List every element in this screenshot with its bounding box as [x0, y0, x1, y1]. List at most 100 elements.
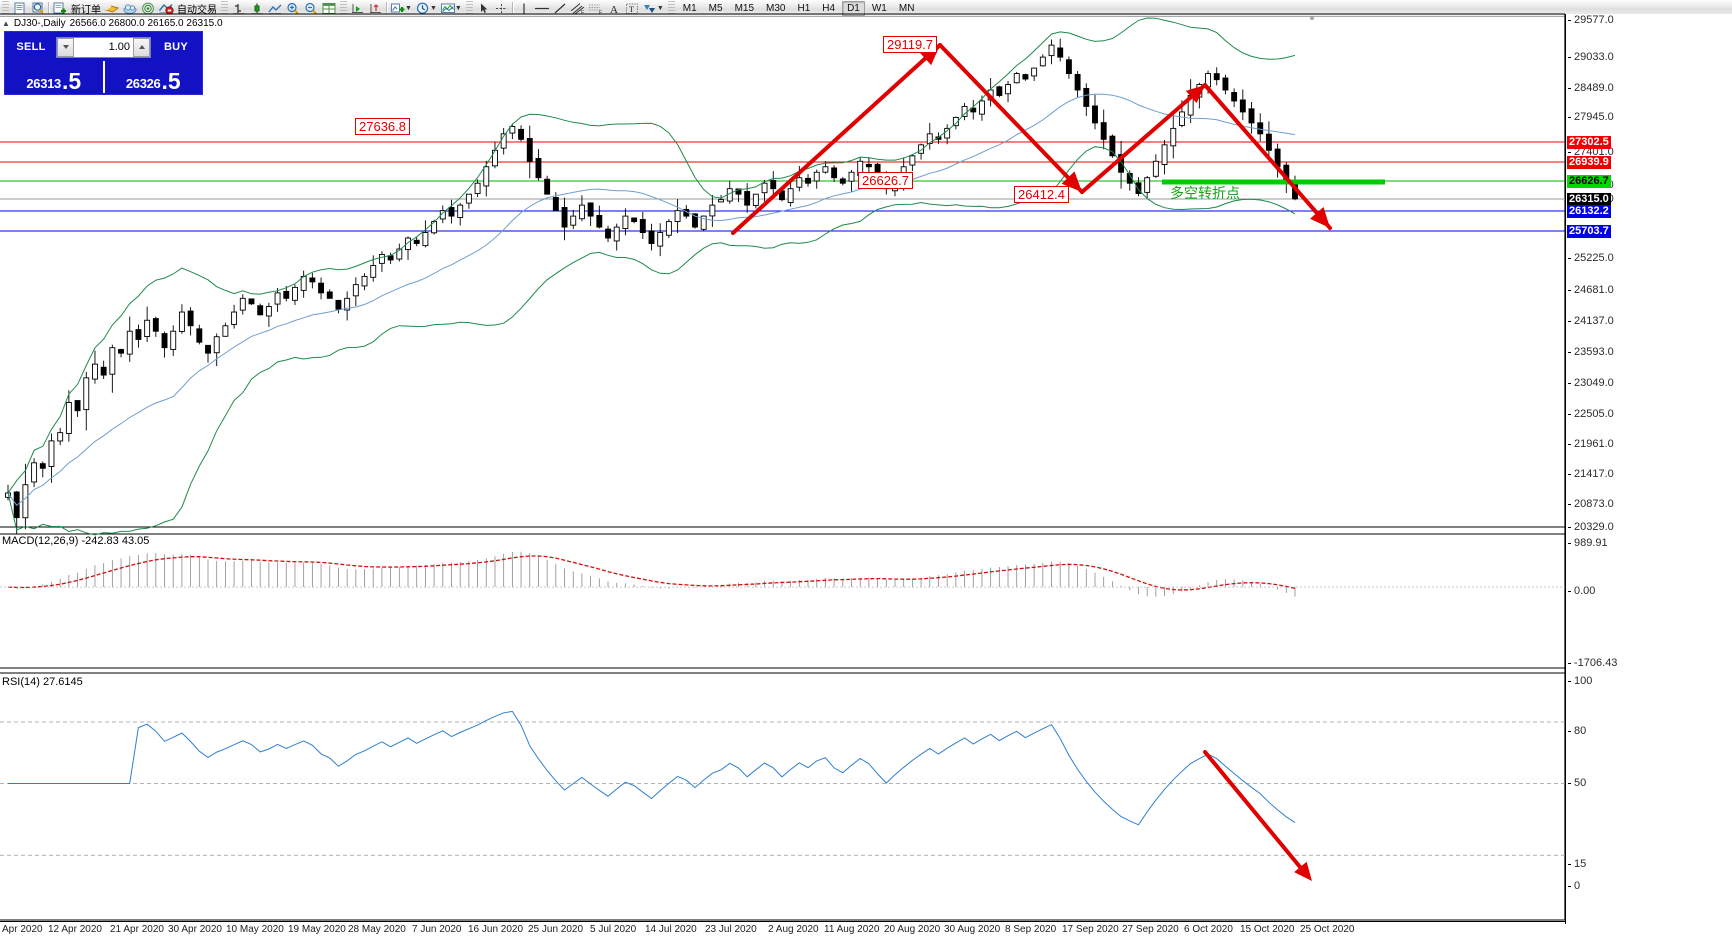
mql5-community-icon[interactable]	[121, 1, 139, 16]
symbol-expand-icon[interactable]: ▲	[2, 18, 10, 28]
annotation-26626-7[interactable]: 26626.7	[858, 172, 913, 189]
toolbar-grip-3[interactable]	[340, 1, 347, 15]
signals-icon[interactable]	[139, 1, 157, 16]
timeframe-m5[interactable]: M5	[708, 2, 723, 14]
fibonacci-icon[interactable]: F	[587, 1, 605, 16]
new-order-icon[interactable]	[51, 1, 69, 16]
toolbar-grip[interactable]	[2, 1, 9, 15]
price-label-26132-2[interactable]: 26132.2	[1567, 205, 1611, 218]
time-axis[interactable]: Apr 2020 12 Apr 2020 21 Apr 2020 30 Apr 202…	[0, 921, 1565, 940]
indicators-dropdown-arrow[interactable]: ▼	[405, 4, 412, 12]
toolbar-separator	[47, 1, 51, 15]
price-tick-23593-0: 23593.0	[1568, 346, 1614, 358]
price-tick-20873-0: 20873.0	[1568, 498, 1614, 510]
time-label-11: 14 Jul 2020	[645, 924, 697, 935]
timeframe-mn[interactable]: MN	[898, 2, 915, 14]
timeframe-m30[interactable]: M30	[766, 2, 786, 14]
text-icon[interactable]: A	[605, 1, 623, 16]
horizontal-line-icon[interactable]	[533, 1, 551, 16]
timeframe-d1[interactable]: D1	[842, 0, 865, 16]
timeframe-w1[interactable]: W1	[871, 2, 887, 14]
trendline-icon[interactable]	[551, 1, 569, 16]
time-label-1: 12 Apr 2020	[48, 924, 102, 935]
line-chart-icon[interactable]	[266, 1, 284, 16]
data-window-icon[interactable]	[320, 1, 338, 16]
buy-price-decimal: .5	[161, 68, 181, 94]
sell-price-decimal: .5	[61, 68, 82, 94]
price-label-26939-9[interactable]: 26939.9	[1567, 156, 1611, 169]
crosshair-icon[interactable]	[493, 1, 511, 16]
rsi-tick-0: 0	[1568, 880, 1580, 892]
auto-trading-icon[interactable]	[157, 1, 175, 16]
toolbar-grip-2[interactable]	[221, 1, 228, 15]
buy-button[interactable]: BUY	[163, 41, 189, 53]
toolbar-grip-5[interactable]	[667, 1, 675, 15]
templates-dropdown-arrow[interactable]: ▼	[454, 4, 462, 12]
chart-shift-icon[interactable]	[367, 1, 385, 16]
auto-trading-label[interactable]: 自动交易	[177, 4, 217, 16]
bar-chart-icon[interactable]	[230, 1, 248, 16]
timeframe-h4[interactable]: H4	[822, 2, 836, 14]
price-tick-29577-0: 29577.0	[1568, 14, 1614, 26]
templates-icon[interactable]	[439, 1, 457, 16]
buy-price-integer: 26326	[125, 76, 161, 91]
sell-button[interactable]: SELL	[16, 41, 46, 53]
buy-price[interactable]: 26326 .5	[105, 59, 203, 93]
time-label-9: 25 Jun 2020	[528, 924, 584, 935]
candlestick-chart-icon[interactable]	[248, 1, 266, 16]
rsi-tick-80: 80	[1568, 725, 1586, 737]
annotation-27636-8[interactable]: 27636.8	[355, 118, 410, 135]
annotation-turning-point[interactable]: 多空转折点	[1170, 186, 1240, 202]
indicators-icon[interactable]	[389, 1, 407, 16]
sell-price[interactable]: 26313 .5	[5, 59, 103, 93]
symbol-header: ▲ DJ30-,Daily 26566.0 26800.0 26165.0 26…	[0, 17, 223, 29]
annotation-26412-4[interactable]: 26412.4	[1014, 186, 1069, 203]
sell-price-integer: 26313	[26, 76, 61, 91]
price-label-27302-5[interactable]: 27302.5	[1567, 136, 1611, 149]
periods-dropdown-arrow[interactable]: ▼	[429, 4, 437, 12]
time-label-8: 16 Jun 2020	[468, 924, 524, 935]
svg-text:A: A	[610, 4, 618, 15]
toolbar-grip-4[interactable]	[465, 1, 473, 15]
timeframe-m1[interactable]: M1	[682, 2, 697, 14]
new-chart-icon[interactable]	[11, 1, 29, 16]
timeframe-m15[interactable]: M15	[734, 2, 755, 14]
crosshair-search-icon[interactable]	[29, 1, 47, 16]
price-label-26626-7[interactable]: 26626.7	[1567, 175, 1611, 188]
volume-stepper[interactable]	[56, 36, 151, 58]
price-tick-20329-0: 20329.0	[1568, 521, 1614, 533]
toolbar-separator-3	[511, 1, 515, 15]
svg-text:E: E	[581, 10, 585, 15]
price-label-25703-7[interactable]: 25703.7	[1567, 225, 1611, 238]
equidistant-channel-icon[interactable]: E	[569, 1, 587, 16]
volume-input[interactable]	[74, 37, 133, 57]
cursor-icon[interactable]	[475, 1, 493, 16]
zoom-in-icon[interactable]	[284, 1, 302, 16]
auto-scroll-icon[interactable]	[349, 1, 367, 16]
zoom-out-icon[interactable]	[302, 1, 320, 16]
time-label-18: 17 Sep 2020	[1062, 924, 1119, 935]
time-label-0: Apr 2020	[2, 924, 43, 935]
symbol-ohlc: 26566.0 26800.0 26165.0 26315.0	[69, 17, 223, 29]
shapes-dropdown-arrow[interactable]: ▼	[656, 4, 664, 12]
expert-advisors-icon[interactable]	[103, 1, 121, 16]
price-label-26315-0[interactable]: 26315.0	[1567, 193, 1611, 206]
price-tick-23049-0: 23049.0	[1568, 377, 1614, 389]
price-tick-28489-0: 28489.0	[1568, 82, 1614, 94]
text-label-icon[interactable]: T	[623, 1, 641, 16]
new-order-label[interactable]: 新订单	[71, 4, 101, 16]
volume-decrease-button[interactable]	[57, 37, 74, 57]
timeframe-h1[interactable]: H1	[797, 2, 811, 14]
price-axis[interactable]: 29577.029033.028489.027945.027401.026857…	[1565, 14, 1732, 924]
time-label-20: 6 Oct 2020	[1184, 924, 1233, 935]
annotation-29119-7[interactable]: 29119.7	[883, 36, 938, 53]
macd-indicator-label: MACD(12,26,9) -242.83 43.05	[2, 535, 150, 547]
symbol-name: DJ30-,Daily	[13, 17, 66, 29]
shapes-icon[interactable]	[641, 1, 659, 16]
time-label-6: 28 May 2020	[348, 924, 406, 935]
volume-increase-button[interactable]	[133, 37, 150, 57]
periods-icon[interactable]	[414, 1, 432, 16]
vertical-line-icon[interactable]	[515, 1, 533, 16]
price-tick-25225-0: 25225.0	[1568, 252, 1614, 264]
